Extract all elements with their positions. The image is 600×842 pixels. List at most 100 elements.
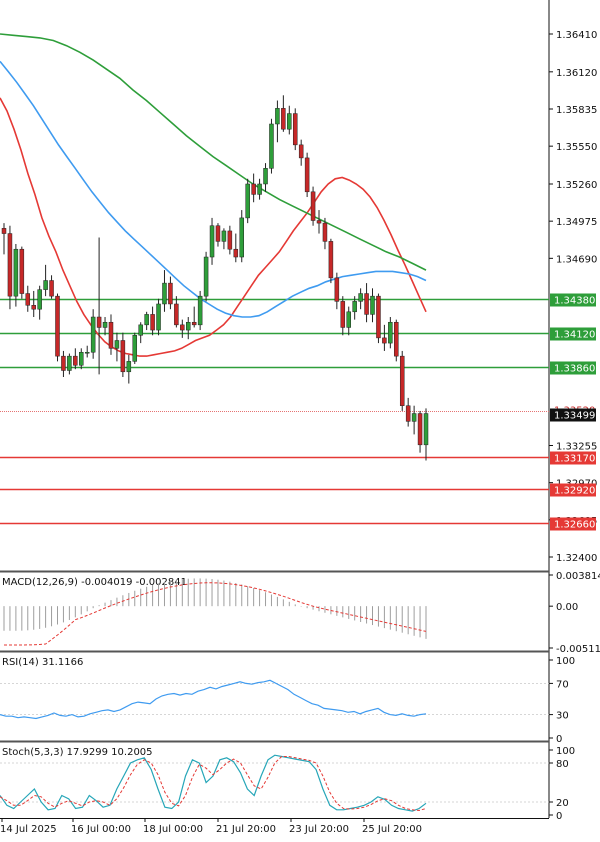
- bear-candle: [55, 295, 60, 357]
- rsi-tick-label: 70: [556, 679, 569, 690]
- bear-candle: [61, 355, 66, 371]
- mid-moving-average-line: [0, 60, 427, 318]
- stoch-d-line: [0, 756, 427, 812]
- bear-candle: [191, 321, 197, 326]
- time-tick-label: 16 Jul 00:00: [71, 824, 131, 835]
- bear-candle: [150, 314, 155, 331]
- bear-candle: [251, 183, 256, 195]
- bear-candle: [96, 316, 102, 328]
- bear-candle: [316, 220, 322, 224]
- fast-moving-average-line: [0, 97, 427, 357]
- bull-candle: [388, 321, 393, 344]
- bull-candle: [156, 303, 161, 331]
- rsi-line: [0, 679, 427, 720]
- stoch-tick-label: 20: [556, 798, 569, 809]
- price-tick-label: 1.32400: [556, 553, 597, 564]
- bull-candle: [43, 280, 48, 290]
- bull-candle: [209, 225, 215, 258]
- bull-candle: [352, 301, 357, 313]
- bear-candle: [31, 305, 36, 310]
- bear-candle: [281, 108, 286, 130]
- bull-candle: [186, 321, 191, 331]
- bull-candle: [221, 230, 227, 242]
- last-price-value: 1.33499: [554, 411, 595, 422]
- macd-signal-line: [4, 582, 427, 646]
- price-tick-label: 1.36410: [556, 30, 597, 41]
- support-level-tag: [550, 483, 596, 497]
- price-tick-label: 1.35260: [556, 180, 597, 191]
- bear-candle: [215, 225, 221, 242]
- price-tick-label: 1.35550: [556, 142, 597, 153]
- resistance-level-tag: [550, 327, 596, 341]
- bear-candle: [304, 157, 310, 193]
- macd-panel: MACD(12,26,9) -0.004019 -0.002841 0.0038…: [2, 571, 600, 655]
- stochastic-panel: Stoch(5,3,3) 17.9299 10.2005 100 80 20 0: [0, 746, 575, 822]
- support-level-value: 1.33170: [554, 454, 595, 465]
- bear-candle: [174, 303, 179, 326]
- bear-candle: [1, 228, 7, 234]
- bull-candle: [84, 351, 90, 354]
- bull-candle: [263, 168, 268, 185]
- bear-candle: [180, 324, 185, 331]
- bear-candle: [382, 337, 387, 344]
- time-tick-label: 18 Jul 00:00: [143, 824, 203, 835]
- time-axis: 14 Jul 2025 16 Jul 00:00 18 Jul 00:00 21 Ju…: [0, 818, 422, 835]
- stoch-label: Stoch(5,3,3) 17.9299 10.2005: [2, 747, 153, 758]
- bear-candle: [168, 282, 173, 305]
- bull-candle: [67, 355, 72, 371]
- bull-candle: [239, 217, 244, 258]
- bull-candle: [126, 361, 132, 373]
- time-tick-label: 23 Jul 20:00: [289, 824, 349, 835]
- bull-candle: [257, 183, 262, 195]
- bear-candle: [310, 191, 316, 221]
- bear-candle: [120, 340, 126, 373]
- bear-candle: [376, 295, 381, 339]
- bull-candle: [203, 256, 209, 297]
- price-tick-label: 1.35835: [556, 105, 597, 116]
- bear-candle: [322, 222, 328, 242]
- resistance-level-value: 1.34380: [554, 296, 595, 307]
- macd-tick-label: 0.00: [556, 602, 578, 613]
- stoch-tick-label: 0: [556, 811, 562, 822]
- bull-candle: [90, 316, 96, 353]
- candlesticks: [1, 95, 429, 461]
- horizontal-levels: [0, 298, 549, 525]
- bull-candle: [13, 248, 19, 297]
- resistance-level-value: 1.33860: [554, 364, 595, 375]
- resistance-level-tag: [550, 293, 596, 307]
- bull-candle: [144, 314, 149, 326]
- bull-candle: [114, 340, 120, 349]
- bear-candle: [334, 277, 340, 302]
- last-price-tag: [550, 408, 596, 422]
- rsi-tick-label: 0: [556, 734, 562, 745]
- bear-candle: [292, 113, 298, 146]
- stoch-tick-label: 80: [556, 759, 569, 770]
- support-level-value: 1.32920: [554, 486, 595, 497]
- bear-candle: [25, 293, 31, 306]
- time-tick-label: 14 Jul 2025: [0, 824, 57, 835]
- resistance-level-value: 1.34120: [554, 330, 595, 341]
- bear-candle: [328, 241, 334, 279]
- bear-candle: [73, 355, 78, 366]
- support-level-tag: [550, 517, 596, 531]
- bear-candle: [417, 413, 423, 446]
- bull-candle: [245, 183, 250, 219]
- rsi-panel: RSI(14) 31.1166 100 70 30 0: [0, 656, 575, 745]
- bull-candle: [346, 311, 351, 328]
- bear-candle: [49, 280, 54, 297]
- stoch-tick-label: 100: [556, 746, 575, 757]
- support-level-value: 1.32660: [554, 520, 595, 531]
- price-tick-label: 1.36120: [556, 68, 597, 79]
- bear-candle: [7, 233, 13, 297]
- price-tick-label: 1.34690: [556, 254, 597, 265]
- bear-candle: [19, 248, 25, 294]
- macd-tick-label: 0.003814: [556, 571, 600, 582]
- bull-candle: [37, 289, 42, 310]
- resistance-level-tag: [550, 361, 596, 375]
- bull-candle: [275, 108, 280, 125]
- bull-candle: [138, 324, 143, 336]
- stoch-k-line: [0, 754, 427, 812]
- price-tick-label: 1.34975: [556, 217, 597, 228]
